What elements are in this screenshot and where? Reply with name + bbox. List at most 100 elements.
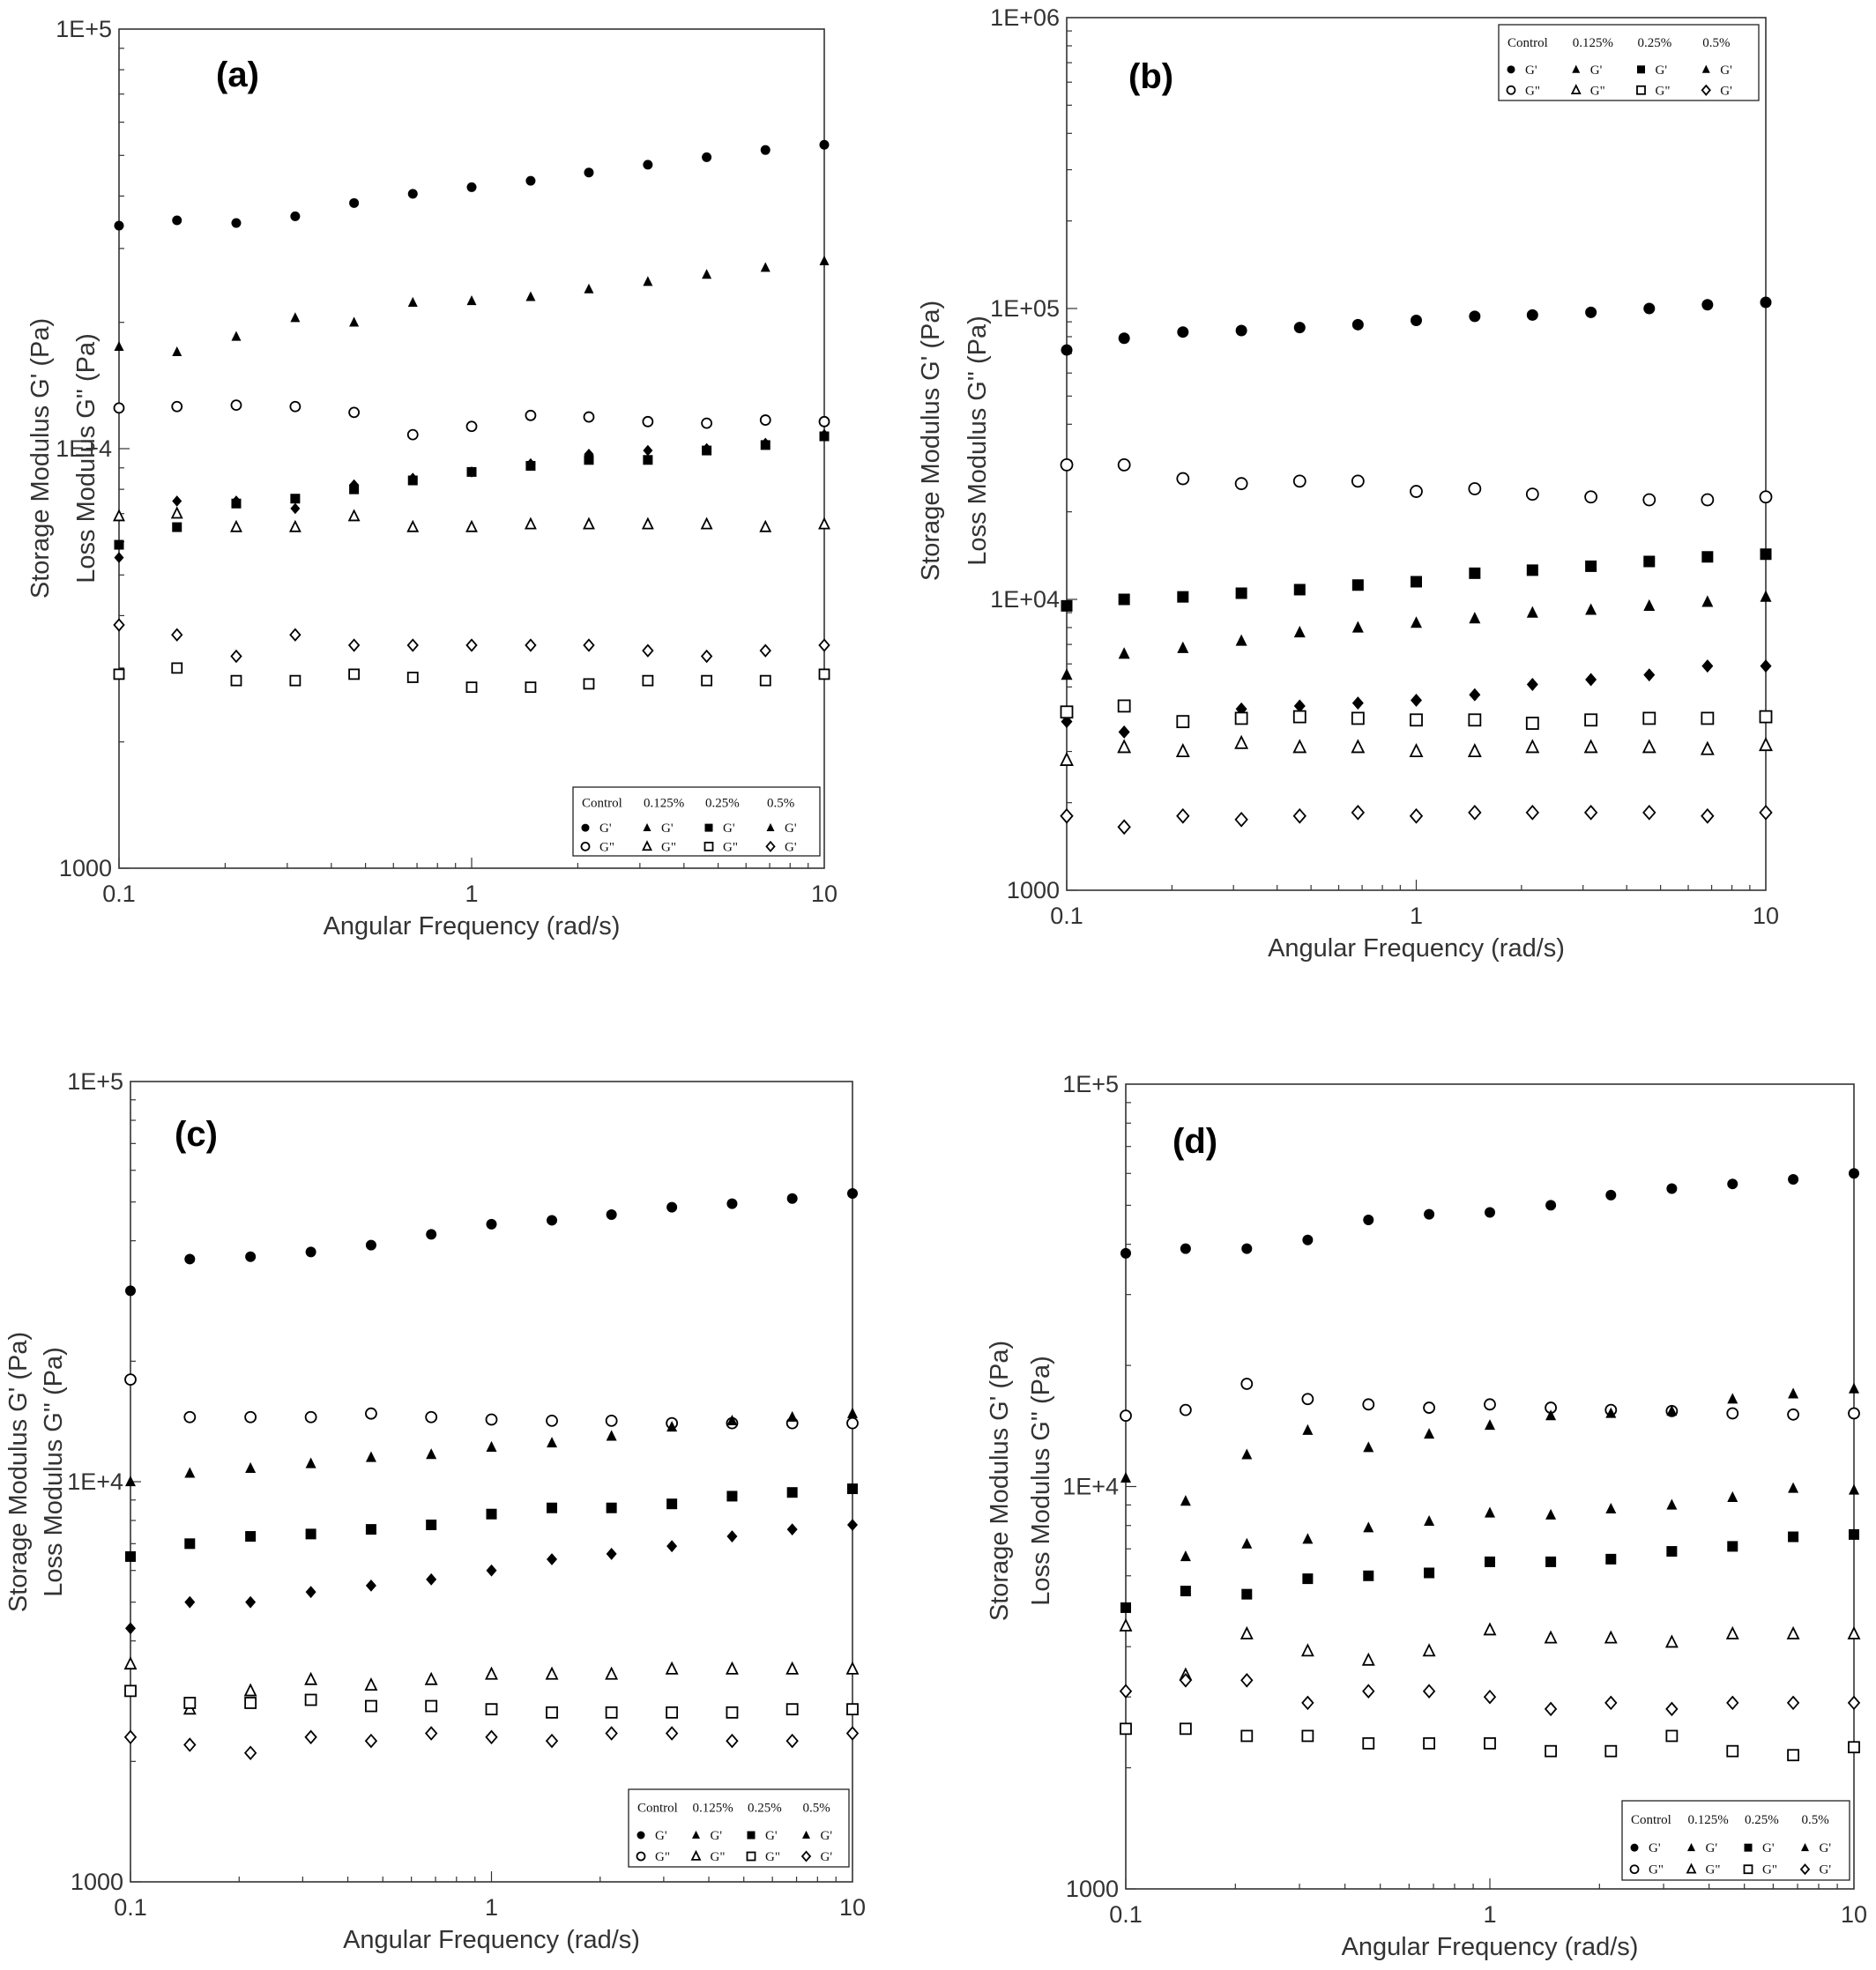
data-point-diamond-filled: [643, 444, 653, 457]
data-point-diamond-open: [465, 638, 478, 652]
legend-header: 0.5%: [803, 1801, 830, 1815]
data-point-triangle-open: [1119, 1617, 1133, 1632]
legend-label: G': [661, 821, 674, 836]
data-point-circle-filled: [525, 175, 536, 186]
data-point-diamond-open: [1847, 1695, 1861, 1711]
data-point-triangle-open: [1060, 751, 1074, 766]
data-point-diamond-open: [1117, 819, 1131, 836]
data-point-triangle-open: [1525, 739, 1540, 754]
data-point-triangle-filled: [245, 1461, 257, 1474]
x-tick-label: 1: [485, 1894, 498, 1921]
legend-label: G': [765, 1829, 778, 1843]
y-tick-label: 1000: [71, 1869, 123, 1895]
x-tick-label: 0.1: [102, 881, 136, 907]
data-point-triangle-filled: [1849, 1483, 1859, 1495]
data-point-triangle-open: [1409, 743, 1424, 758]
legend-marker: [766, 822, 775, 831]
data-point-square-filled: [1849, 1528, 1859, 1540]
data-point-square-open: [304, 1693, 317, 1706]
legend-header: 0.125%: [693, 1801, 733, 1815]
data-point-triangle-filled: [760, 262, 770, 272]
data-point-circle-filled: [584, 167, 594, 178]
data-point-triangle-open: [700, 517, 713, 530]
data-point-square-open: [1292, 710, 1306, 724]
series-triangle-filled: [1061, 590, 1772, 680]
data-point-square-filled: [547, 1502, 558, 1513]
data-point-square-open: [1234, 711, 1248, 725]
data-point-triangle-open: [1240, 1625, 1254, 1639]
legend-marker: [1629, 1864, 1640, 1875]
x-tick-label: 10: [1753, 903, 1779, 929]
data-point-square-filled: [1485, 1556, 1495, 1567]
data-point-square-filled: [1666, 1546, 1678, 1557]
data-point-diamond-open: [347, 638, 361, 652]
data-point-diamond-open: [1301, 1695, 1314, 1711]
legend-box: [1621, 1800, 1850, 1881]
legend-marker: [802, 1830, 810, 1839]
legend-label: G": [723, 840, 738, 854]
legend-box: [572, 786, 821, 857]
data-point-diamond-filled: [365, 1579, 376, 1592]
data-point-circle-filled: [245, 1251, 257, 1262]
y-tick-label: 1E+5: [56, 16, 112, 42]
data-point-diamond-open: [123, 1729, 138, 1745]
data-point-triangle-filled: [1727, 1393, 1738, 1404]
data-point-circle-open: [525, 409, 537, 421]
data-point-diamond-open: [1726, 1695, 1739, 1711]
legend-header: Control: [1631, 1813, 1671, 1827]
data-point-diamond-open: [243, 1745, 257, 1760]
series-triangle-filled: [125, 1407, 858, 1487]
data-point-circle-open: [113, 402, 125, 414]
panel-label: (d): [1172, 1122, 1217, 1161]
series-triangle-open: [1060, 734, 1773, 766]
chart-panel-a: 0.1 1 10 1000 1E+4 1E+5 Angular Frequency (rad…: [26, 16, 838, 940]
data-point-circle-open: [846, 1416, 859, 1430]
data-point-circle-open: [1176, 472, 1190, 486]
series-square-open: [1060, 699, 1773, 730]
legend-marker: [690, 1849, 702, 1861]
legend-marker: [746, 1851, 756, 1862]
legend-marker: [642, 840, 652, 851]
legend: Control G' G" 0.125% G' G" 0.25% G' G" 0.5% G' G': [1621, 1800, 1850, 1881]
legend: Control G' G" 0.125% G' G" 0.25% G' G" 0.5% G' G': [572, 786, 821, 857]
data-point-square-open: [818, 668, 830, 680]
series-square-open: [113, 662, 830, 694]
data-point-triangle-filled: [1241, 1448, 1253, 1460]
data-point-triangle-filled: [407, 296, 418, 307]
data-point-square-filled: [525, 460, 536, 471]
series-circle-open: [1120, 1378, 1860, 1423]
data-point-circle-filled: [426, 1229, 437, 1240]
data-point-triangle-open: [1467, 743, 1482, 758]
data-point-triangle-filled: [1701, 595, 1714, 607]
legend-header: 0.125%: [644, 796, 684, 810]
data-point-square-open: [701, 674, 713, 687]
data-point-square-filled: [847, 1483, 858, 1495]
series-triangle-filled: [1120, 1382, 1859, 1506]
data-point-circle-open: [1525, 487, 1539, 502]
data-point-circle-filled: [1701, 299, 1714, 311]
legend-label: G': [1656, 63, 1668, 78]
data-point-circle-open: [485, 1413, 498, 1426]
data-point-diamond-open: [1409, 807, 1424, 824]
series-square-filled: [1120, 1528, 1859, 1613]
data-point-circle-filled: [407, 189, 418, 199]
data-point-diamond-open: [583, 638, 595, 652]
data-point-circle-open: [1179, 1403, 1192, 1416]
data-point-circle-filled: [1643, 302, 1656, 315]
data-point-diamond-filled: [584, 448, 594, 460]
legend-header: Control: [582, 796, 622, 810]
data-point-circle-open: [605, 1414, 618, 1427]
data-point-square-open: [425, 1699, 438, 1713]
data-point-triangle-filled: [1727, 1491, 1738, 1502]
data-point-square-open: [348, 668, 361, 680]
data-point-circle-filled: [1235, 324, 1247, 337]
plot-frame: [1066, 17, 1767, 891]
y-tick-label: 1E+4: [1062, 1474, 1119, 1500]
legend-label: G": [1649, 1863, 1664, 1877]
data-point-circle-open: [183, 1410, 197, 1424]
data-point-circle-filled: [1849, 1168, 1859, 1179]
data-point-square-open: [244, 1697, 257, 1709]
data-point-diamond-open: [1060, 807, 1074, 824]
data-point-triangle-open: [1351, 739, 1366, 754]
data-point-circle-filled: [547, 1215, 558, 1226]
